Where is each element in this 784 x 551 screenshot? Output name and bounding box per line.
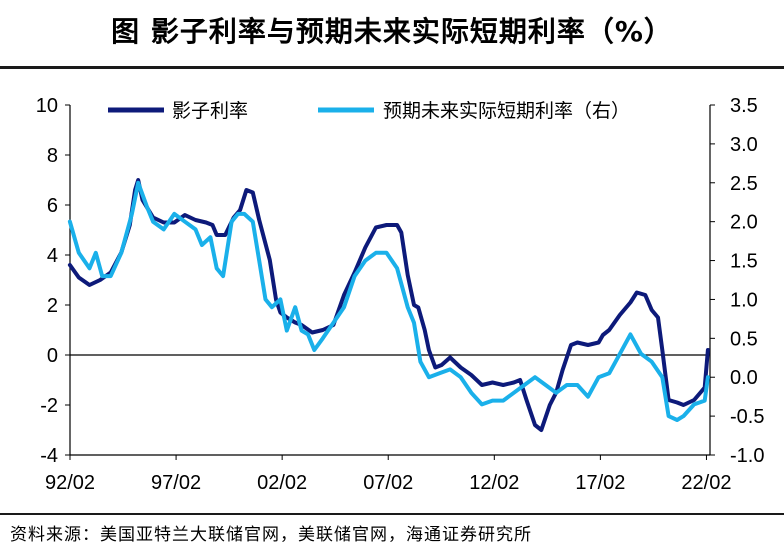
source-note: 资料来源：美国亚特兰大联储官网，美联储官网，海通证券研究所 xyxy=(10,525,532,545)
right-tick-label: 3.0 xyxy=(730,134,758,156)
expected-real-rate-line xyxy=(67,180,710,422)
left-tick-label: 6 xyxy=(47,195,58,217)
right-tick-label: 2.5 xyxy=(730,173,758,195)
chart-title: 图 影子利率与预期未来实际短期利率（%） xyxy=(111,15,673,48)
x-tick-label: 07/02 xyxy=(363,472,413,494)
left-tick-label: 4 xyxy=(47,245,58,267)
right-tick-label: 1.0 xyxy=(730,289,758,311)
x-tick-label: 92/02 xyxy=(45,472,95,494)
left-tick-label: 0 xyxy=(47,345,58,367)
source-rule xyxy=(0,513,784,515)
right-tick-label: 2.0 xyxy=(730,212,758,234)
left-tick-label: 8 xyxy=(47,145,58,167)
left-tick-label: 10 xyxy=(36,95,58,117)
x-tick-label: 12/02 xyxy=(469,472,519,494)
x-tick-label: 22/02 xyxy=(681,472,731,494)
right-tick-label: 0.0 xyxy=(730,367,758,389)
legend-label: 影子利率 xyxy=(172,100,248,122)
legend-label: 预期未来实际短期利率（右） xyxy=(383,100,630,122)
shadow-rate-line xyxy=(67,178,710,432)
right-tick-label: -0.5 xyxy=(730,406,764,428)
right-tick-label: 1.5 xyxy=(730,251,758,273)
left-tick-label: -2 xyxy=(40,395,58,417)
x-tick-label: 02/02 xyxy=(257,472,307,494)
title-rule xyxy=(0,66,784,69)
chart-svg: 10 8 6 4 2 0 -2 -4 3.5 3.0 2.5 2.0 1.5 1.0 0.5 0.0 -0.5 -… xyxy=(36,95,765,494)
right-tick-label: -1.0 xyxy=(730,445,764,467)
right-tick-label: 0.5 xyxy=(730,328,758,350)
left-tick-label: -4 xyxy=(40,445,58,467)
x-tick-label: 97/02 xyxy=(151,472,201,494)
left-tick-label: 2 xyxy=(47,295,58,317)
title-bar: 图 影子利率与预期未来实际短期利率（%） xyxy=(0,0,784,66)
x-tick-label: 17/02 xyxy=(575,472,625,494)
right-tick-label: 3.5 xyxy=(730,95,758,117)
